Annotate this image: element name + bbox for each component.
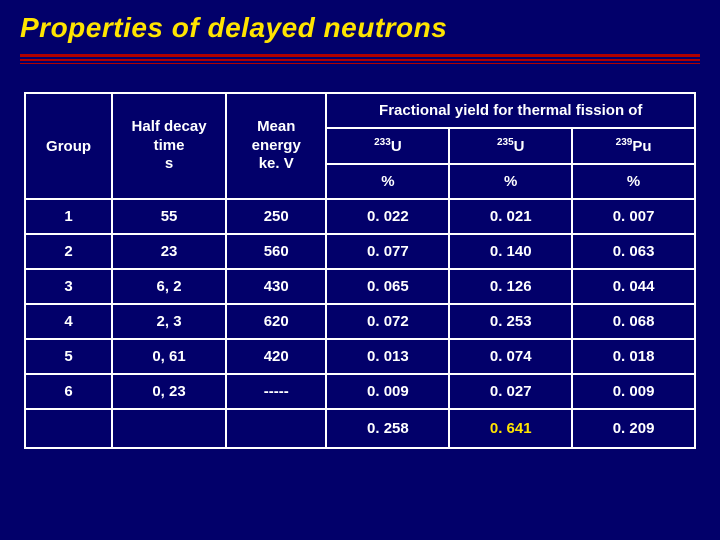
table-sum-row: 0. 2580. 6410. 209 — [25, 409, 695, 448]
cell-half: 0, 23 — [112, 374, 226, 409]
hdr-iso2-el: U — [514, 138, 525, 155]
hdr-meanenergy: Mean energy ke. V — [226, 93, 327, 199]
hdr-iso1-sup: 233 — [374, 137, 391, 148]
hdr-iso1-el: U — [391, 138, 402, 155]
sum-u233: 0. 258 — [326, 409, 449, 448]
cell-mean: 560 — [226, 234, 327, 269]
cell-half: 2, 3 — [112, 304, 226, 339]
title-underline — [0, 54, 720, 64]
sum-u235: 0. 641 — [449, 409, 572, 448]
cell-group: 3 — [25, 269, 112, 304]
table-row: 60, 23-----0. 0090. 0270. 009 — [25, 374, 695, 409]
cell-u235: 0. 027 — [449, 374, 572, 409]
cell-pu239: 0. 009 — [572, 374, 695, 409]
hdr-pct-2: % — [449, 164, 572, 199]
hdr-mean-l2: energy — [229, 137, 324, 156]
hdr-halfdecay-l3: s — [115, 155, 223, 174]
sum-pu239: 0. 209 — [572, 409, 695, 448]
hdr-halfdecay: Half decay time s — [112, 93, 226, 199]
hdr-iso-u235: 235U — [449, 128, 572, 164]
cell-u233: 0. 009 — [326, 374, 449, 409]
table-row: 50, 614200. 0130. 0740. 018 — [25, 339, 695, 374]
sum-empty — [25, 409, 112, 448]
cell-pu239: 0. 044 — [572, 269, 695, 304]
cell-mean: ----- — [226, 374, 327, 409]
cell-half: 6, 2 — [112, 269, 226, 304]
cell-u233: 0. 022 — [326, 199, 449, 234]
cell-group: 6 — [25, 374, 112, 409]
cell-group: 2 — [25, 234, 112, 269]
table-row: 1552500. 0220. 0210. 007 — [25, 199, 695, 234]
hdr-mean-l1: Mean — [229, 118, 324, 137]
cell-mean: 250 — [226, 199, 327, 234]
cell-half: 55 — [112, 199, 226, 234]
hdr-pct-1: % — [326, 164, 449, 199]
cell-u233: 0. 065 — [326, 269, 449, 304]
cell-group: 1 — [25, 199, 112, 234]
hdr-halfdecay-l2: time — [115, 137, 223, 156]
hdr-group: Group — [25, 93, 112, 199]
cell-pu239: 0. 007 — [572, 199, 695, 234]
table-row: 42, 36200. 0720. 2530. 068 — [25, 304, 695, 339]
table-row: 2235600. 0770. 1400. 063 — [25, 234, 695, 269]
cell-pu239: 0. 068 — [572, 304, 695, 339]
cell-group: 5 — [25, 339, 112, 374]
table-body: 1552500. 0220. 0210. 0072235600. 0770. 1… — [25, 199, 695, 448]
cell-mean: 620 — [226, 304, 327, 339]
table-row: 36, 24300. 0650. 1260. 044 — [25, 269, 695, 304]
cell-u235: 0. 021 — [449, 199, 572, 234]
cell-u235: 0. 253 — [449, 304, 572, 339]
cell-u235: 0. 074 — [449, 339, 572, 374]
hdr-iso-u233: 233U — [326, 128, 449, 164]
hdr-pct-3: % — [572, 164, 695, 199]
cell-u233: 0. 072 — [326, 304, 449, 339]
cell-u235: 0. 140 — [449, 234, 572, 269]
hdr-iso2-sup: 235 — [497, 137, 514, 148]
cell-u233: 0. 013 — [326, 339, 449, 374]
cell-pu239: 0. 063 — [572, 234, 695, 269]
hdr-iso-pu239: 239Pu — [572, 128, 695, 164]
neutron-table: Group Half decay time s Mean energy ke. … — [24, 92, 696, 449]
hdr-yield-span: Fractional yield for thermal fission of — [326, 93, 695, 128]
hdr-halfdecay-l1: Half decay — [115, 118, 223, 137]
slide-title: Properties of delayed neutrons — [20, 12, 700, 44]
cell-u235: 0. 126 — [449, 269, 572, 304]
hdr-iso3-sup: 239 — [616, 137, 633, 148]
cell-mean: 430 — [226, 269, 327, 304]
sum-empty — [112, 409, 226, 448]
hdr-mean-l3: ke. V — [229, 155, 324, 174]
cell-mean: 420 — [226, 339, 327, 374]
cell-half: 23 — [112, 234, 226, 269]
cell-pu239: 0. 018 — [572, 339, 695, 374]
sum-empty — [226, 409, 327, 448]
cell-group: 4 — [25, 304, 112, 339]
hdr-iso3-el: Pu — [632, 138, 651, 155]
cell-u233: 0. 077 — [326, 234, 449, 269]
cell-half: 0, 61 — [112, 339, 226, 374]
